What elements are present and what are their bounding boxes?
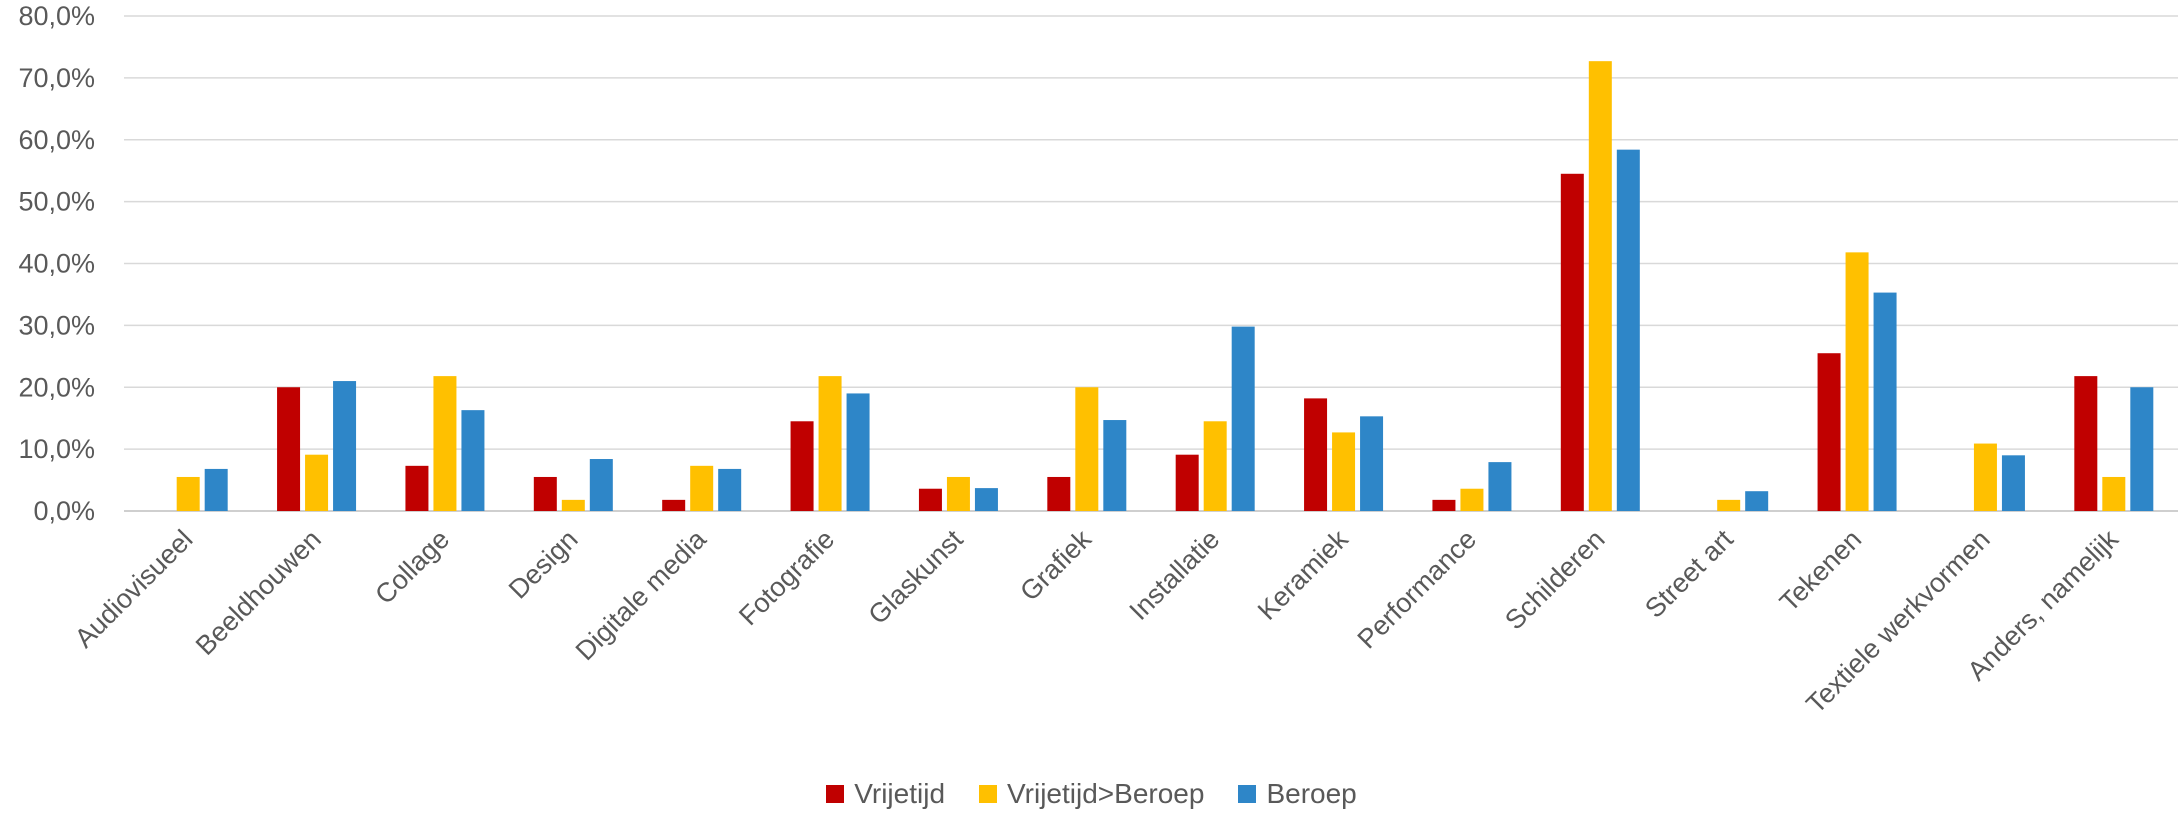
y-tick-label: 80,0% (18, 1, 95, 31)
bar-beroep-collage (461, 410, 485, 511)
legend-item-vrijetijd-beroep: Vrijetijd>Beroep (979, 778, 1204, 810)
bar-beroep-performance (1488, 462, 1512, 511)
bar-vrijetijd-beroep-installatie (1203, 421, 1227, 511)
bar-beroep-audiovisueel (204, 468, 228, 511)
x-category-label: Schilderen (1499, 524, 1610, 635)
bar-vrijetijd-tekenen (1817, 353, 1841, 511)
x-category-label: Fotografie (733, 524, 840, 631)
bar-vrijetijd-design (533, 476, 557, 511)
bar-vrijetijd-beroep-digitale-media (690, 465, 714, 511)
bar-beroep-anders-namelijk (2130, 387, 2154, 511)
bar-vrijetijd-digitale-media (662, 499, 686, 511)
bar-beroep-fotografie (846, 393, 870, 511)
y-tick-label: 60,0% (18, 125, 95, 155)
bar-vrijetijd-fotografie (790, 421, 814, 511)
bar-vrijetijd-beroep-glaskunst (946, 476, 970, 511)
y-tick-label: 30,0% (18, 310, 95, 340)
x-category-label: Keramiek (1252, 524, 1354, 626)
x-category-label: Beeldhouwen (190, 524, 327, 661)
legend: Vrijetijd Vrijetijd>Beroep Beroep (0, 778, 2183, 810)
bar-vrijetijd-beroep-collage (433, 376, 457, 511)
bar-vrijetijd-schilderen (1560, 173, 1584, 511)
bar-vrijetijd-performance (1432, 499, 1456, 511)
bar-vrijetijd-glaskunst (918, 488, 942, 511)
bar-vrijetijd-beroep-grafiek (1075, 387, 1099, 511)
bar-vrijetijd-beroep-street-art (1717, 499, 1741, 511)
legend-swatch-vrijetijd-beroep (979, 785, 998, 803)
bar-beroep-design (589, 459, 613, 511)
bar-beroep-keramiek (1360, 416, 1384, 511)
y-tick-label: 40,0% (18, 249, 95, 279)
bar-vrijetijd-grafiek (1047, 476, 1071, 511)
bar-vrijetijd-beroep-anders-namelijk (2102, 476, 2126, 511)
x-category-label: Installatie (1124, 524, 1226, 626)
y-tick-label: 50,0% (18, 187, 95, 217)
bar-vrijetijd-beeldhouwen (277, 387, 301, 511)
bar-beroep-beeldhouwen (333, 381, 357, 511)
y-tick-label: 10,0% (18, 434, 95, 464)
bar-vrijetijd-beroep-performance (1460, 488, 1484, 511)
bar-beroep-glaskunst (974, 488, 998, 511)
bar-vrijetijd-anders-namelijk (2074, 376, 2098, 511)
bar-beroep-tekenen (1873, 292, 1897, 511)
x-category-label: Digitale media (570, 523, 713, 666)
bar-vrijetijd-beroep-fotografie (818, 376, 842, 511)
bar-beroep-schilderen (1616, 149, 1640, 511)
gridlines (124, 15, 2178, 512)
x-category-label: Grafiek (1014, 524, 1097, 607)
bar-vrijetijd-beroep-beeldhouwen (305, 454, 329, 511)
bar-vrijetijd-keramiek (1304, 398, 1328, 511)
legend-label-beroep: Beroep (1266, 778, 1357, 809)
bar-beroep-textiele-werkvormen (2001, 455, 2025, 511)
x-category-label: Glaskunst (863, 524, 969, 630)
legend-item-vrijetijd: Vrijetijd (826, 778, 945, 810)
bar-vrijetijd-collage (405, 465, 429, 511)
bar-beroep-digitale-media (718, 468, 742, 511)
y-tick-label: 70,0% (18, 63, 95, 93)
x-category-label: Street art (1639, 524, 1739, 624)
y-tick-label: 20,0% (18, 372, 95, 402)
bar-beroep-grafiek (1103, 420, 1127, 511)
bar-vrijetijd-beroep-schilderen (1588, 61, 1612, 511)
bars (176, 61, 2154, 512)
bar-vrijetijd-beroep-keramiek (1332, 432, 1356, 511)
bar-vrijetijd-beroep-audiovisueel (176, 476, 200, 511)
legend-swatch-vrijetijd (826, 785, 845, 803)
bar-vrijetijd-beroep-textiele-werkvormen (1973, 443, 1997, 511)
bar-beroep-street-art (1745, 491, 1769, 511)
y-axis-tick-labels: 0,0% 10,0% 20,0% 30,0% 40,0% 50,0% 60,0% 70,0% 8… (18, 1, 95, 526)
bar-beroep-installatie (1231, 326, 1255, 511)
legend-item-beroep: Beroep (1238, 778, 1357, 810)
x-category-label: Tekenen (1774, 524, 1867, 617)
legend-label-vrijetijd: Vrijetijd (854, 778, 946, 809)
legend-label-vrijetijd-beroep: Vrijetijd>Beroep (1007, 778, 1205, 809)
bar-vrijetijd-beroep-tekenen (1845, 252, 1869, 512)
x-category-label: Audiovisueel (69, 524, 198, 653)
y-tick-label: 0,0% (33, 496, 95, 526)
x-category-label: Design (503, 524, 584, 605)
x-category-label: Performance (1352, 524, 1483, 655)
x-category-label: Collage (369, 524, 455, 610)
bar-vrijetijd-installatie (1175, 454, 1199, 511)
bar-vrijetijd-beroep-design (561, 499, 585, 511)
legend-swatch-beroep (1238, 785, 1257, 803)
